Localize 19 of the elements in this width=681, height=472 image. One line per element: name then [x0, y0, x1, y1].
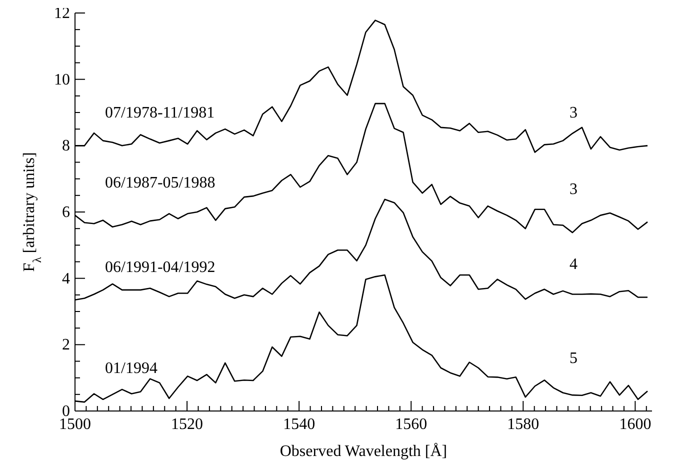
- x-tick-label: 1560: [395, 416, 428, 433]
- y-tick-label: 4: [62, 270, 70, 288]
- x-axis-title: Observed Wavelength [Å]: [280, 442, 448, 460]
- x-tick-label: 1600: [619, 416, 652, 433]
- y-tick-label: 6: [62, 204, 70, 221]
- y-tick-label: 10: [54, 71, 70, 88]
- annotation: 3: [570, 180, 578, 198]
- x-tick-label: 1580: [507, 416, 540, 433]
- annotation: 06/1991-04/1992: [105, 258, 216, 276]
- x-tick-label: 1540: [283, 416, 316, 433]
- annotation: 07/1978-11/1981: [105, 104, 215, 122]
- annotation: 5: [570, 350, 578, 368]
- y-tick-label: 8: [62, 138, 70, 155]
- annotation: 4: [570, 256, 578, 274]
- annotation: 3: [570, 104, 578, 122]
- annotation: 06/1987-05/1988: [105, 174, 216, 192]
- y-tick-label: 2: [62, 336, 70, 354]
- x-tick-label: 1520: [171, 416, 204, 433]
- annotation: 01/1994: [105, 360, 158, 378]
